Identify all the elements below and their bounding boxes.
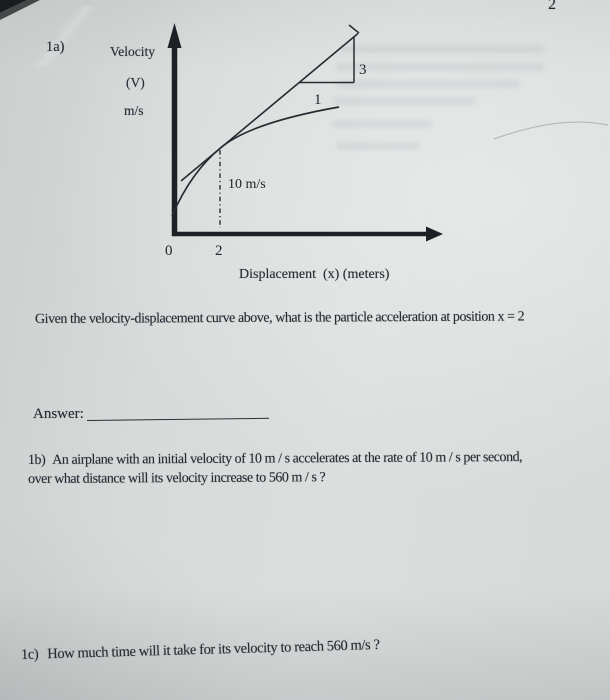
question-1c-label: 1c)	[20, 646, 39, 663]
bleedthrough-line	[340, 45, 545, 53]
y-axis-label-v: (V)	[126, 75, 145, 90]
tangent-end-tick	[348, 24, 360, 34]
y-axis-label-units: m/s	[124, 103, 144, 118]
question-1b: 1b) An airplane with an initial velocity …	[28, 448, 588, 489]
velocity-displacement-graph: 3 1 10 m/s 0 2	[165, 23, 443, 259]
bleedthrough-line	[336, 142, 420, 150]
question-1b-label: 1b)	[27, 452, 46, 469]
x-tick-label: 2	[215, 243, 223, 259]
slope-rise-label: 3	[359, 62, 367, 78]
question-1a-label: 1a)	[46, 39, 65, 55]
velocity-curve	[171, 106, 340, 217]
origin-tick-label: 0	[165, 243, 173, 259]
page-curl-line	[493, 121, 609, 140]
y-axis-arrowhead-icon	[167, 23, 182, 48]
answer-blank-line	[86, 417, 269, 421]
bleedthrough-line	[332, 120, 432, 128]
y-axis-label-velocity: Velocity	[110, 44, 155, 59]
x-axis-title: Displacement (x) (meters)	[239, 267, 390, 282]
slope-run-label: 1	[314, 92, 322, 108]
bleedthrough-text	[332, 36, 552, 166]
point-velocity-label: 10 m/s	[228, 177, 266, 192]
page-number: 2	[548, 0, 556, 13]
x-axis-arrowhead-icon	[426, 226, 443, 242]
question-1b-line2: over what distance will its velocity inc…	[28, 470, 326, 487]
paper-crease	[0, 6, 130, 66]
question-1a-text: Given the velocity-displacement curve ab…	[34, 309, 525, 327]
question-1c-text: How much time will it take for its veloc…	[47, 636, 380, 663]
answer-label: Answer:	[33, 406, 84, 422]
question-1b-line1: An airplane with an initial velocity of …	[52, 449, 523, 468]
bleedthrough-line	[336, 63, 544, 71]
question-1c: 1c) How much time will it take for its ve…	[21, 636, 380, 664]
bleedthrough-line	[336, 80, 520, 88]
bleedthrough-line	[332, 97, 475, 105]
tangent-line	[180, 32, 359, 182]
